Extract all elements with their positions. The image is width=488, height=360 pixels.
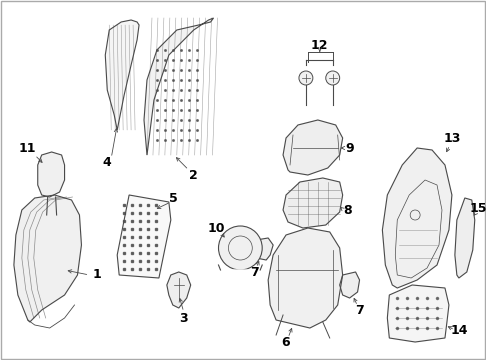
Polygon shape bbox=[117, 195, 170, 278]
Text: 3: 3 bbox=[179, 311, 188, 324]
Circle shape bbox=[298, 71, 312, 85]
Polygon shape bbox=[14, 195, 81, 322]
Text: 7: 7 bbox=[354, 303, 363, 316]
Polygon shape bbox=[38, 152, 64, 197]
Polygon shape bbox=[382, 148, 451, 288]
Polygon shape bbox=[283, 120, 342, 175]
Polygon shape bbox=[283, 178, 342, 228]
Polygon shape bbox=[253, 238, 273, 260]
Text: 7: 7 bbox=[249, 266, 258, 279]
Circle shape bbox=[325, 71, 339, 85]
Text: 1: 1 bbox=[93, 269, 102, 282]
Polygon shape bbox=[218, 265, 262, 272]
Polygon shape bbox=[454, 198, 474, 278]
Polygon shape bbox=[144, 18, 213, 155]
Text: 15: 15 bbox=[469, 202, 487, 215]
Text: 9: 9 bbox=[345, 141, 353, 154]
Text: 5: 5 bbox=[169, 192, 178, 204]
Polygon shape bbox=[105, 20, 139, 130]
Circle shape bbox=[218, 226, 262, 270]
Polygon shape bbox=[386, 285, 448, 342]
Text: 13: 13 bbox=[442, 131, 460, 144]
Polygon shape bbox=[267, 228, 342, 328]
Polygon shape bbox=[339, 272, 359, 298]
Text: 10: 10 bbox=[207, 221, 225, 234]
Text: 2: 2 bbox=[189, 168, 198, 181]
Text: 8: 8 bbox=[343, 203, 351, 216]
Text: 11: 11 bbox=[19, 141, 37, 154]
Text: 12: 12 bbox=[310, 39, 328, 51]
Text: 14: 14 bbox=[449, 324, 467, 337]
Text: 4: 4 bbox=[102, 156, 111, 168]
Polygon shape bbox=[166, 272, 190, 308]
Text: 6: 6 bbox=[281, 336, 290, 348]
